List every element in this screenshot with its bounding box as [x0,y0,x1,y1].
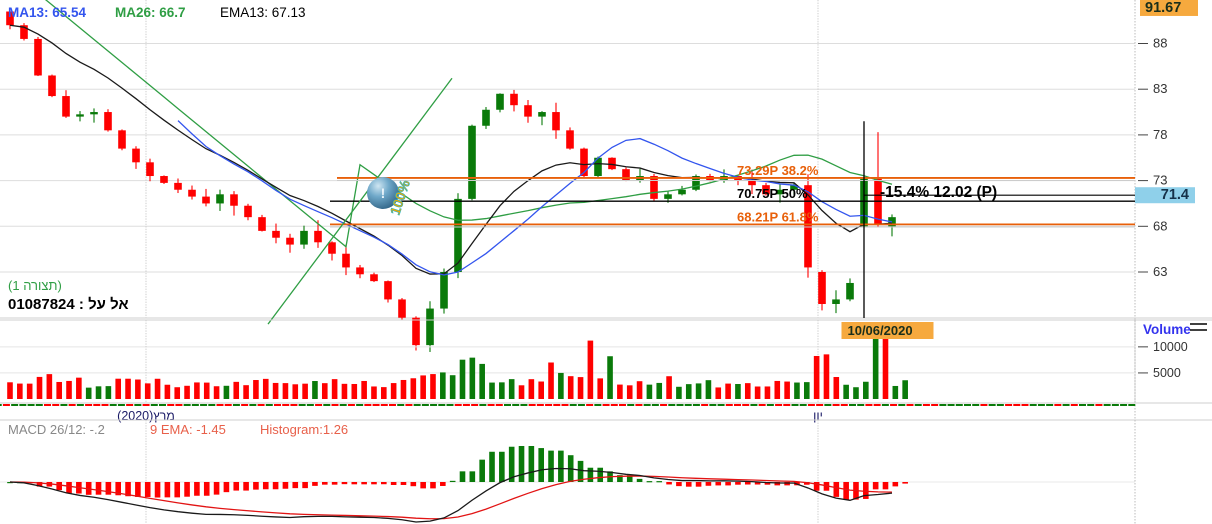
svg-text:88: 88 [1153,36,1167,51]
svg-text:Histogram:1.26: Histogram:1.26 [260,422,348,437]
svg-text:9 EMA: -1.45: 9 EMA: -1.45 [150,422,226,437]
svg-text:63: 63 [1153,264,1167,279]
svg-text:78: 78 [1153,127,1167,142]
svg-text:71.4: 71.4 [1161,187,1189,203]
svg-text:68.21P 61.8%: 68.21P 61.8% [737,209,819,224]
svg-text:10/06/2020: 10/06/2020 [847,323,912,338]
svg-text:MACD 26/12: -.2: MACD 26/12: -.2 [8,422,105,437]
svg-text:-15.4% 12.02 (P): -15.4% 12.02 (P) [880,184,997,201]
svg-text:83: 83 [1153,81,1167,96]
svg-text:91.67: 91.67 [1145,0,1181,16]
svg-text:73.29P 38.2%: 73.29P 38.2% [737,163,819,178]
svg-text:MA13: 65.54: MA13: 65.54 [8,5,87,20]
svg-text:73: 73 [1153,173,1167,188]
svg-text:(תצורה 1): (תצורה 1) [8,278,62,293]
svg-text:!: ! [381,185,386,201]
svg-text:Volume: Volume [1143,322,1191,337]
svg-text:EMA13: 67.13: EMA13: 67.13 [220,5,306,20]
svg-text:MA26: 66.7: MA26: 66.7 [115,5,186,20]
svg-text:5000: 5000 [1153,366,1181,380]
svg-text:70.75P 50%: 70.75P 50% [737,186,808,201]
svg-text:10000: 10000 [1153,340,1188,354]
svg-text:68: 68 [1153,218,1167,233]
svg-text:01087824 : אל על: 01087824 : אל על [8,296,129,313]
